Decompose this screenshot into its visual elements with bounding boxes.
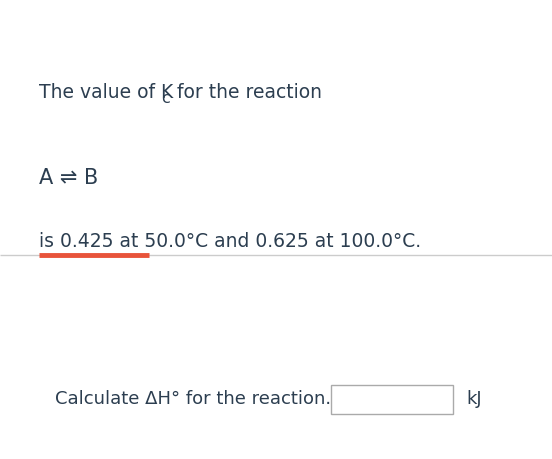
Text: Calculate ΔH° for the reaction.: Calculate ΔH° for the reaction. [55,390,331,409]
Text: A ⇌ B: A ⇌ B [39,168,98,188]
Text: kJ: kJ [466,390,482,409]
Text: for the reaction: for the reaction [171,83,322,101]
FancyBboxPatch shape [331,385,453,414]
Text: is 0.425 at 50.0°C and 0.625 at 100.0°C.: is 0.425 at 50.0°C and 0.625 at 100.0°C. [39,232,421,251]
Text: c: c [161,91,170,106]
Text: The value of K: The value of K [39,83,173,101]
